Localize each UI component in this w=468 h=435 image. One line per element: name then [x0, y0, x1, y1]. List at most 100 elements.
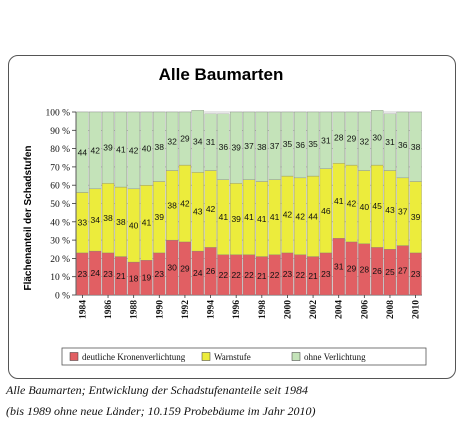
chart-title: Alle Baumarten	[159, 65, 284, 84]
legend-label: Warnstufe	[214, 352, 251, 362]
bar-segment	[140, 111, 153, 186]
data-label: 38	[103, 213, 113, 223]
data-label: 35	[308, 139, 318, 149]
bar-segment	[166, 111, 179, 171]
x-tick-label: 1988	[130, 300, 140, 319]
data-label: 41	[257, 214, 267, 224]
stacked-bar-chart: 2333442434422338392138411840421941402339…	[23, 65, 427, 366]
data-label: 37	[398, 207, 408, 217]
bar-segment	[191, 110, 204, 173]
data-label: 36	[398, 140, 408, 150]
legend: deutliche Kronenverlichtung Warnstufe ohne…	[61, 347, 427, 366]
bar-segment	[409, 111, 422, 182]
data-label: 41	[219, 212, 229, 222]
data-label: 22	[231, 270, 241, 280]
bar-segment	[294, 111, 307, 179]
x-tick-label: 2004	[335, 300, 345, 319]
data-label: 42	[206, 204, 216, 214]
caption-line-1: Alle Baumarten; Entwicklung der Schadstu…	[6, 383, 308, 397]
data-label: 39	[231, 143, 241, 153]
caption-line-2: (bis 1989 ohne neue Länder; 10.159 Probe…	[6, 404, 316, 418]
data-label: 42	[180, 199, 190, 209]
data-label: 36	[219, 142, 229, 152]
data-label: 33	[78, 218, 88, 228]
x-tick-label: 1990	[155, 300, 165, 319]
data-label: 36	[296, 140, 306, 150]
data-label: 21	[116, 271, 126, 281]
data-label: 26	[206, 266, 216, 276]
x-tick-label: 1984	[78, 300, 88, 319]
y-tick-label: 30 %	[50, 237, 70, 247]
data-label: 40	[129, 220, 139, 230]
legend-box	[61, 347, 427, 366]
data-label: 22	[296, 270, 306, 280]
data-label: 23	[78, 269, 88, 279]
x-tick-label: 1994	[207, 300, 217, 319]
data-label: 23	[411, 269, 421, 279]
legend-swatch	[291, 352, 301, 361]
data-label: 31	[206, 137, 216, 147]
data-label: 34	[193, 136, 203, 146]
bar-segment	[114, 111, 127, 188]
data-label: 29	[347, 263, 357, 273]
data-label: 19	[142, 273, 152, 283]
bar-segment	[332, 111, 345, 164]
y-axis-label: Flächenanteil der Schadstufen	[23, 145, 34, 290]
x-tick-label: 2010	[412, 300, 422, 319]
x-tick-label: 1998	[258, 300, 268, 319]
y-tick-label: 60 %	[50, 182, 70, 192]
data-label: 43	[385, 205, 395, 215]
bar-segment	[383, 113, 397, 171]
bar-segment	[242, 111, 256, 180]
legend-label: deutliche Kronenverlichtung	[82, 352, 186, 362]
data-label: 39	[231, 214, 241, 224]
data-label: 22	[244, 270, 254, 280]
data-label: 28	[334, 133, 344, 143]
data-label: 29	[180, 134, 190, 144]
y-tick-labels: 0 % 10 % 20 % 30 % 40 % 50 % 60 % 70 % 80 % 90 % 1…	[45, 109, 70, 302]
data-label: 18	[129, 274, 139, 284]
x-tick-label: 1996	[232, 300, 242, 319]
x-tick-label: 2002	[309, 300, 319, 319]
bar-segment	[396, 111, 409, 179]
data-label: 25	[385, 267, 395, 277]
y-tick-label: 20 %	[50, 255, 70, 265]
y-tick-label: 50 %	[50, 200, 70, 210]
data-label: 41	[270, 212, 280, 222]
y-tick-label: 0 %	[55, 292, 70, 302]
bar-segment	[101, 111, 115, 184]
data-label: 39	[155, 212, 165, 222]
data-label: 39	[411, 212, 421, 222]
data-label: 46	[321, 206, 331, 216]
data-label: 26	[372, 266, 382, 276]
data-label: 24	[193, 268, 203, 278]
x-tick-label: 2000	[283, 300, 293, 319]
data-label: 44	[308, 211, 318, 221]
data-label: 43	[193, 207, 203, 217]
bar-segment	[230, 111, 243, 184]
data-label: 38	[257, 142, 267, 152]
bar-segment	[268, 111, 281, 180]
x-tick-label: 1986	[104, 300, 114, 319]
bar-segment	[358, 111, 371, 171]
data-label: 40	[360, 202, 370, 212]
data-label: 41	[244, 212, 254, 222]
data-label: 42	[90, 145, 100, 155]
bar-segment	[345, 111, 358, 166]
data-label: 28	[360, 264, 370, 274]
bar-segment	[204, 113, 217, 171]
data-label: 42	[347, 199, 357, 209]
y-tick-label: 100 %	[45, 109, 70, 119]
data-label: 30	[167, 263, 177, 273]
bar-segment	[217, 113, 230, 180]
data-label: 23	[321, 269, 331, 279]
data-label: 27	[398, 265, 408, 275]
data-label: 31	[334, 262, 344, 272]
data-label: 34	[90, 215, 100, 225]
data-label: 41	[116, 145, 126, 155]
y-tick-label: 40 %	[50, 218, 70, 228]
y-tick-label: 10 %	[50, 273, 70, 283]
x-tick-label: 2006	[360, 300, 370, 319]
x-tick-label: 2008	[386, 300, 396, 319]
x-tick-label: 1992	[181, 300, 191, 319]
